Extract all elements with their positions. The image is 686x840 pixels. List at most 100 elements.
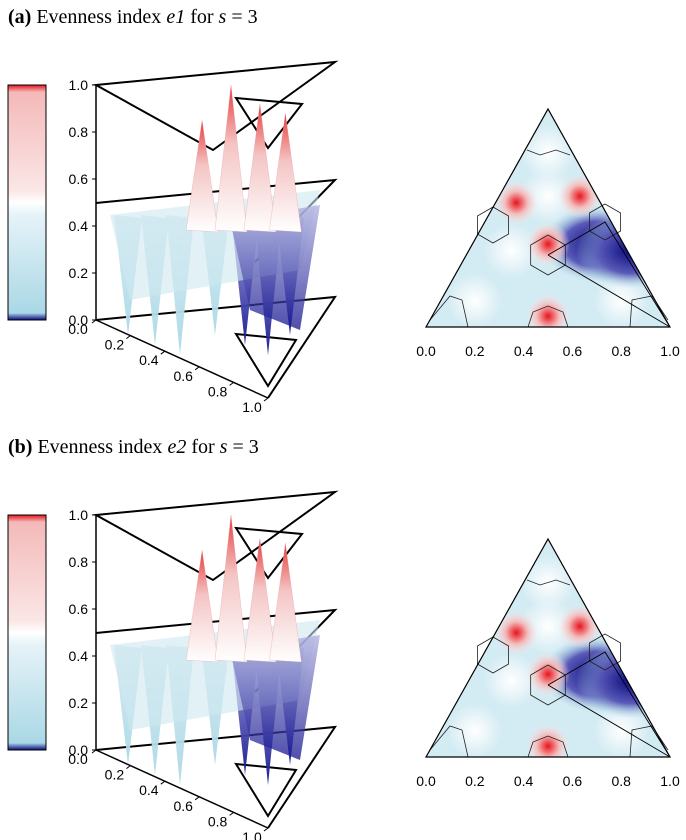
contour-left (477, 206, 509, 244)
x-tick-label: 0.2 (105, 767, 125, 783)
x-tick-label: 0.8 (611, 773, 631, 789)
contour-bottom (527, 735, 569, 758)
hotspot (526, 652, 570, 697)
surface3d-panel-b: 0.0 0.2 0.4 0.6 0.8 1.0 0.0 0.2 0.4 0.6 0.8 1.0 (7, 490, 339, 840)
pale-patch (483, 222, 540, 279)
coldspot (575, 212, 670, 289)
x-tick (263, 397, 269, 402)
x-tick (229, 381, 234, 386)
peak-spike (185, 550, 219, 663)
top-inner-triangle (234, 96, 304, 150)
contour-corner-left (429, 725, 469, 758)
surface3d-panel-a: 0.0 0.2 0.4 0.6 0.8 1.0 0.0 0.2 0.4 0.6 0.8 1.0 (7, 60, 339, 415)
hotspot (557, 604, 602, 649)
z-tick-label: 0.8 (69, 554, 89, 570)
x-tick-label: 0.6 (173, 798, 193, 814)
x-tick-label: 1.0 (242, 399, 262, 415)
panel-b-title-s: s (219, 436, 228, 458)
ternary-heatmap-a: 0.0 0.2 0.4 0.6 0.8 1.0 (416, 107, 680, 359)
z-tick-label: 1.0 (69, 507, 89, 523)
x-tick-label: 0.8 (208, 813, 228, 829)
contour-right (589, 203, 621, 241)
x-tick (194, 366, 200, 371)
x-tick-label: 0.4 (139, 352, 159, 368)
hotspot (494, 610, 539, 655)
x-tick (91, 749, 97, 754)
x-tick-label: 0.4 (514, 343, 534, 359)
x-tick-label: 0.6 (563, 773, 583, 789)
colorbar (7, 514, 47, 751)
pale-patch (446, 272, 503, 327)
z-tick-label: 1.0 (69, 77, 89, 93)
x-tick (91, 319, 97, 324)
colorbar (7, 84, 47, 321)
hotspot (526, 724, 570, 757)
panel-a-title-eq: = 3 (226, 6, 258, 28)
z-tick-label: 0.6 (69, 171, 89, 187)
z-tick-label: 0.2 (69, 265, 89, 281)
z-tick-label: 0.0 (69, 312, 89, 328)
z-tick-label: 0.0 (69, 742, 89, 758)
ternary-frame (424, 107, 672, 328)
base-plane (95, 295, 337, 399)
z-tick-label: 0.4 (69, 648, 89, 664)
heatmap-fill (426, 109, 670, 327)
panel-b-title-var: e2 (167, 436, 187, 458)
panel-a-letter: (a) (8, 6, 32, 28)
x-tick-label: 0.2 (105, 337, 125, 353)
wedge-outline (547, 651, 671, 758)
peak-spike (269, 543, 302, 663)
panel-b-title-pre: Evenness index (37, 436, 168, 458)
x-tick-label: 0.0 (68, 321, 88, 337)
hotspot (526, 222, 570, 267)
x-tick (229, 812, 234, 816)
peak-spike (214, 514, 248, 663)
x-tick-label: 0.2 (465, 773, 485, 789)
panel-b-title-eq: = 3 (227, 436, 259, 458)
coldspot (575, 642, 670, 719)
x-tick-label: 0.0 (416, 343, 436, 359)
x-tick-label: 0.8 (611, 343, 631, 359)
peak-spike (243, 538, 277, 663)
pale-patch (483, 652, 540, 709)
hotspot (494, 180, 539, 225)
panel-a-title-pre: Evenness index (36, 6, 167, 28)
panel-a-title: (a) Evenness index e1 for s = 3 (8, 6, 258, 29)
top-plane (92, 490, 339, 582)
contour-corner-left (429, 295, 469, 328)
contour-left (477, 636, 509, 674)
pale-patch (446, 702, 503, 757)
surface-deep (230, 635, 320, 760)
x-tick-label: 0.4 (139, 782, 159, 798)
z-tick-label: 0.6 (69, 601, 89, 617)
panel-b-title: (b) Evenness index e2 for s = 3 (8, 436, 259, 459)
contour-top (526, 149, 571, 156)
x-tick (263, 827, 269, 832)
hotspot (557, 174, 602, 219)
x-tick (126, 765, 131, 769)
z-tick-label: 0.8 (69, 124, 89, 140)
x-tick (160, 780, 166, 785)
x-tick-label: 1.0 (660, 773, 680, 789)
x-tick-label: 1.0 (660, 343, 680, 359)
ternary-frame (424, 537, 672, 758)
x-tick (160, 350, 166, 355)
x-axis-line (95, 319, 269, 399)
x-tick-label: 0.6 (563, 343, 583, 359)
x-axis-line (95, 749, 269, 829)
x-tick (126, 335, 131, 340)
x-tick-label: 0.4 (514, 773, 534, 789)
peak-spike (185, 120, 219, 233)
peak-spike (214, 84, 248, 233)
heatmap-fill (426, 540, 670, 757)
x-tick-label: 0.2 (465, 343, 485, 359)
hotspot (526, 294, 570, 327)
panel-a-title-s: s (218, 6, 227, 28)
base-inner-triangle (234, 762, 298, 818)
x-tick (194, 796, 200, 801)
peak-spike (243, 103, 277, 233)
panel-a-title-var: e1 (166, 6, 186, 28)
x-tick-label: 1.0 (242, 829, 262, 840)
x-tick-label: 0.8 (208, 383, 228, 399)
